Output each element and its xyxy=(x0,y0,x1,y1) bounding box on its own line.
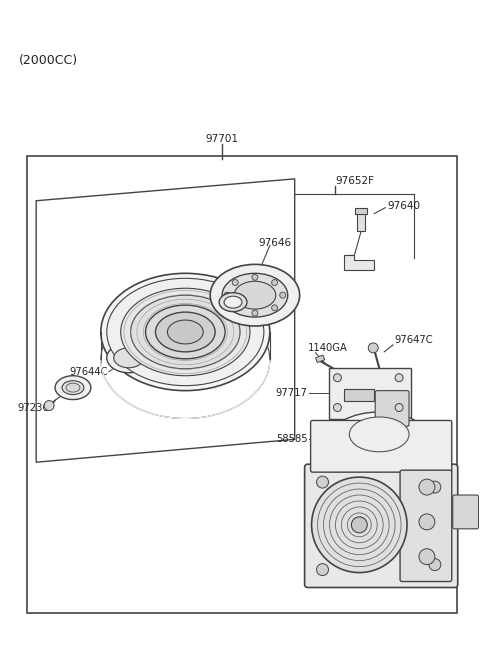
Ellipse shape xyxy=(222,274,288,317)
Circle shape xyxy=(429,481,441,493)
Circle shape xyxy=(232,279,238,285)
Ellipse shape xyxy=(145,305,225,359)
Text: 97644C: 97644C xyxy=(69,367,108,377)
Circle shape xyxy=(351,517,367,533)
Circle shape xyxy=(419,514,435,530)
Ellipse shape xyxy=(329,412,429,466)
Text: 97643A: 97643A xyxy=(127,350,166,360)
Bar xyxy=(329,368,411,419)
FancyBboxPatch shape xyxy=(305,464,458,588)
FancyBboxPatch shape xyxy=(400,470,452,581)
Ellipse shape xyxy=(168,320,203,344)
FancyBboxPatch shape xyxy=(344,388,374,401)
Circle shape xyxy=(316,476,328,488)
Bar xyxy=(355,208,367,214)
Circle shape xyxy=(252,274,258,280)
FancyBboxPatch shape xyxy=(311,420,452,472)
Circle shape xyxy=(252,310,258,316)
Text: 97236: 97236 xyxy=(17,403,49,413)
Text: 97711B: 97711B xyxy=(254,291,293,301)
Circle shape xyxy=(419,548,435,565)
Circle shape xyxy=(334,403,341,411)
Ellipse shape xyxy=(107,278,264,386)
Ellipse shape xyxy=(107,343,151,373)
Circle shape xyxy=(312,477,407,573)
Text: 97717: 97717 xyxy=(276,388,308,398)
Circle shape xyxy=(419,479,435,495)
Bar xyxy=(357,211,365,230)
Circle shape xyxy=(368,343,378,353)
Text: 1140GA: 1140GA xyxy=(308,343,348,353)
Ellipse shape xyxy=(156,312,215,352)
Circle shape xyxy=(272,305,277,311)
Ellipse shape xyxy=(62,380,84,395)
Circle shape xyxy=(429,559,441,571)
Ellipse shape xyxy=(219,293,247,312)
Text: 97646: 97646 xyxy=(258,239,291,249)
Circle shape xyxy=(334,374,341,382)
Circle shape xyxy=(224,292,230,298)
Polygon shape xyxy=(344,255,374,270)
Circle shape xyxy=(316,564,328,575)
Circle shape xyxy=(395,403,403,411)
Circle shape xyxy=(280,292,286,298)
Ellipse shape xyxy=(224,297,242,308)
Circle shape xyxy=(44,401,54,411)
FancyBboxPatch shape xyxy=(453,495,479,529)
Bar xyxy=(315,355,325,363)
Ellipse shape xyxy=(114,348,144,368)
Text: 97652F: 97652F xyxy=(336,176,374,186)
Ellipse shape xyxy=(120,288,250,376)
Text: 97647C: 97647C xyxy=(394,335,433,345)
Ellipse shape xyxy=(234,281,276,309)
Circle shape xyxy=(395,374,403,382)
Ellipse shape xyxy=(349,417,409,452)
Circle shape xyxy=(232,305,238,311)
Text: (2000CC): (2000CC) xyxy=(19,54,78,67)
Text: 58585: 58585 xyxy=(276,434,308,444)
Ellipse shape xyxy=(101,274,270,390)
Text: 97640: 97640 xyxy=(387,201,420,211)
Text: 97643C: 97643C xyxy=(204,291,243,301)
FancyBboxPatch shape xyxy=(375,390,409,426)
Ellipse shape xyxy=(66,383,80,392)
Ellipse shape xyxy=(210,264,300,326)
Bar xyxy=(27,156,457,613)
Text: 97701: 97701 xyxy=(205,134,239,144)
Ellipse shape xyxy=(55,376,91,400)
Ellipse shape xyxy=(131,295,240,369)
Circle shape xyxy=(272,279,277,285)
